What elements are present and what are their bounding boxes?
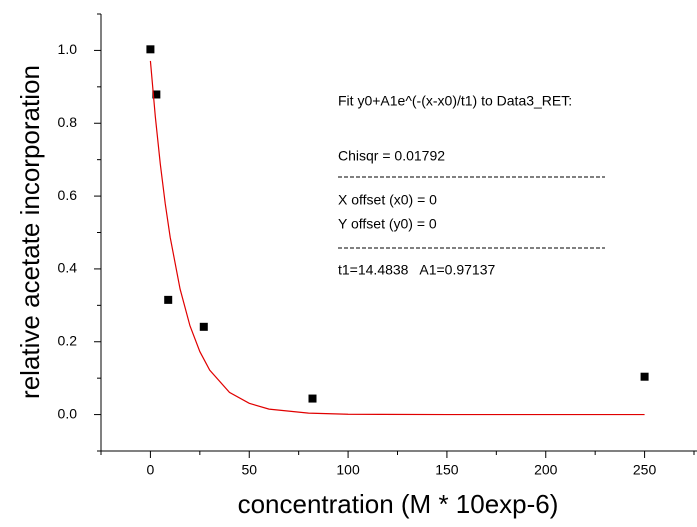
y-axis-title: relative acetate incorporation	[15, 65, 45, 399]
y-tick-label: 1.0	[58, 41, 78, 57]
x-tick-label: 200	[534, 462, 558, 478]
y-tick-label: 0.4	[58, 260, 78, 276]
data-point	[199, 322, 208, 331]
x-tick-label: 250	[633, 462, 657, 478]
annotation: t1=14.4838 A1=0.97137	[338, 262, 495, 278]
annotation: Fit y0+A1e^(-(x-x0)/t1) to Data3_RET:	[338, 93, 572, 109]
data-point	[308, 394, 317, 403]
y-tick-label: 0.2	[58, 332, 78, 348]
fit-curve	[149, 60, 645, 416]
y-tick-label: 0.0	[58, 405, 78, 421]
data-point	[146, 45, 155, 54]
x-tick-label: 50	[241, 462, 257, 478]
annotation: X offset (x0) = 0	[338, 192, 437, 208]
x-tick-label: 150	[435, 462, 459, 478]
y-tick-label: 0.6	[58, 187, 78, 203]
data-point	[640, 372, 649, 381]
x-axis-title: concentration (M * 10exp-6)	[238, 489, 559, 519]
annotation: Chisqr = 0.01792	[338, 148, 445, 164]
y-tick-label: 0.8	[58, 114, 78, 130]
x-tick-label: 0	[147, 462, 155, 478]
x-tick-label: 100	[336, 462, 360, 478]
annotation: Y offset (y0) = 0	[338, 216, 437, 232]
data-point	[152, 90, 161, 99]
data-point	[164, 295, 173, 304]
